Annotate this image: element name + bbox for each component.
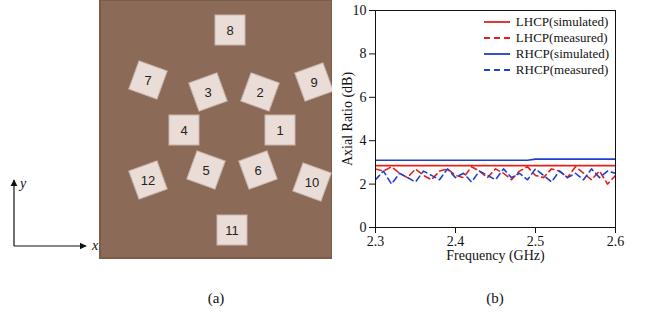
svg-text:12: 12 — [141, 173, 155, 188]
svg-text:10: 10 — [305, 175, 319, 190]
svg-text:3: 3 — [204, 85, 211, 100]
html-text:LHCP(simulated): LHCP(simulated) — [515, 14, 609, 29]
svg-text:1: 1 — [276, 123, 283, 138]
svg-text:Axial Ratio (dB): Axial Ratio (dB) — [340, 72, 356, 166]
svg-text:0: 0 — [360, 220, 367, 235]
svg-text:Frequency (GHz): Frequency (GHz) — [446, 248, 545, 264]
svg-text:8: 8 — [226, 23, 233, 38]
svg-text:8: 8 — [360, 46, 367, 61]
svg-text:x: x — [91, 238, 99, 253]
svg-text:10: 10 — [353, 3, 367, 18]
svg-text:11: 11 — [225, 223, 239, 238]
svg-text:2.6: 2.6 — [607, 234, 625, 249]
svg-text:9: 9 — [310, 75, 317, 90]
svg-text:2: 2 — [360, 177, 367, 192]
svg-text:4: 4 — [180, 123, 187, 138]
svg-text:2.5: 2.5 — [526, 234, 545, 250]
svg-text:5: 5 — [202, 163, 209, 178]
svg-text:6: 6 — [254, 163, 261, 178]
svg-text:y: y — [18, 176, 27, 191]
html-text:RHCP(simulated): RHCP(simulated) — [515, 46, 609, 61]
html-text:LHCP(measured): LHCP(measured) — [515, 30, 608, 45]
html-text:(a): (a) — [207, 290, 225, 306]
svg-text:7: 7 — [144, 73, 151, 88]
svg-text:2.4: 2.4 — [446, 234, 465, 250]
svg-text:6: 6 — [360, 90, 367, 105]
html-text:(b): (b) — [486, 290, 504, 306]
svg-text:4: 4 — [360, 133, 367, 148]
svg-text:2: 2 — [256, 85, 263, 100]
svg-text:2.3: 2.3 — [367, 234, 385, 249]
html-text:RHCP(measured): RHCP(measured) — [515, 62, 609, 77]
